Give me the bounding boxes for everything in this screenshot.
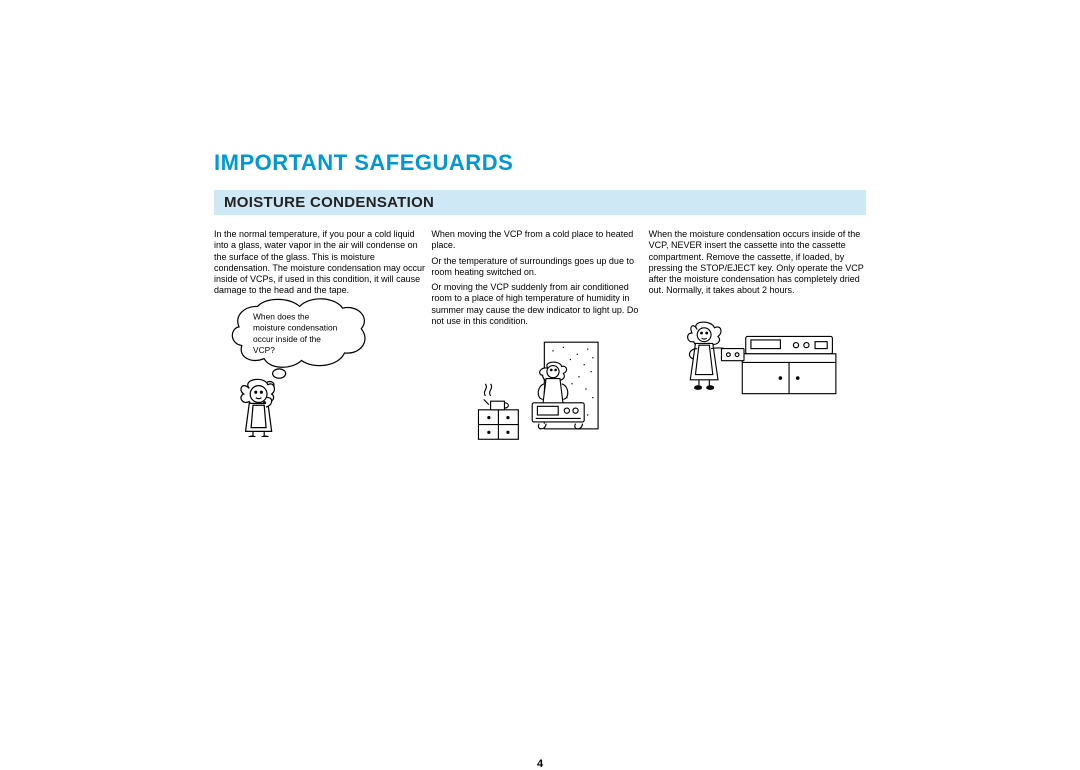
illustration-thinking: When does the moisture condensation occu…: [214, 307, 431, 437]
bubble-line-2: moisture condensation: [253, 322, 338, 332]
col2-p3: Or moving the VCP suddenly from air cond…: [431, 282, 648, 327]
column-3: When the moisture condensation occurs in…: [649, 229, 866, 467]
col1-text: In the normal temperature, if you pour a…: [214, 229, 431, 297]
col2-p1: When moving the VCP from a cold place to…: [431, 229, 648, 252]
bubble-line-4: VCP?: [253, 345, 275, 355]
col3-text: When the moisture condensation occurs in…: [649, 229, 866, 297]
column-1: In the normal temperature, if you pour a…: [214, 229, 431, 467]
bubble-line-1: When does the: [253, 311, 310, 321]
col2-p2: Or the temperature of surroundings goes …: [431, 256, 648, 279]
section-heading: MOISTURE CONDENSATION: [214, 190, 866, 215]
page-number: 4: [214, 758, 866, 770]
bubble-line-3: occur inside of the: [253, 333, 321, 343]
manual-page: IMPORTANT SAFEGUARDS MOISTURE CONDENSATI…: [214, 150, 866, 660]
illustration-indoors: [431, 337, 648, 467]
column-2: When moving the VCP from a cold place to…: [431, 229, 648, 467]
illustration-eject: [649, 307, 866, 437]
body-columns: In the normal temperature, if you pour a…: [214, 229, 866, 467]
page-title: IMPORTANT SAFEGUARDS: [214, 150, 866, 176]
